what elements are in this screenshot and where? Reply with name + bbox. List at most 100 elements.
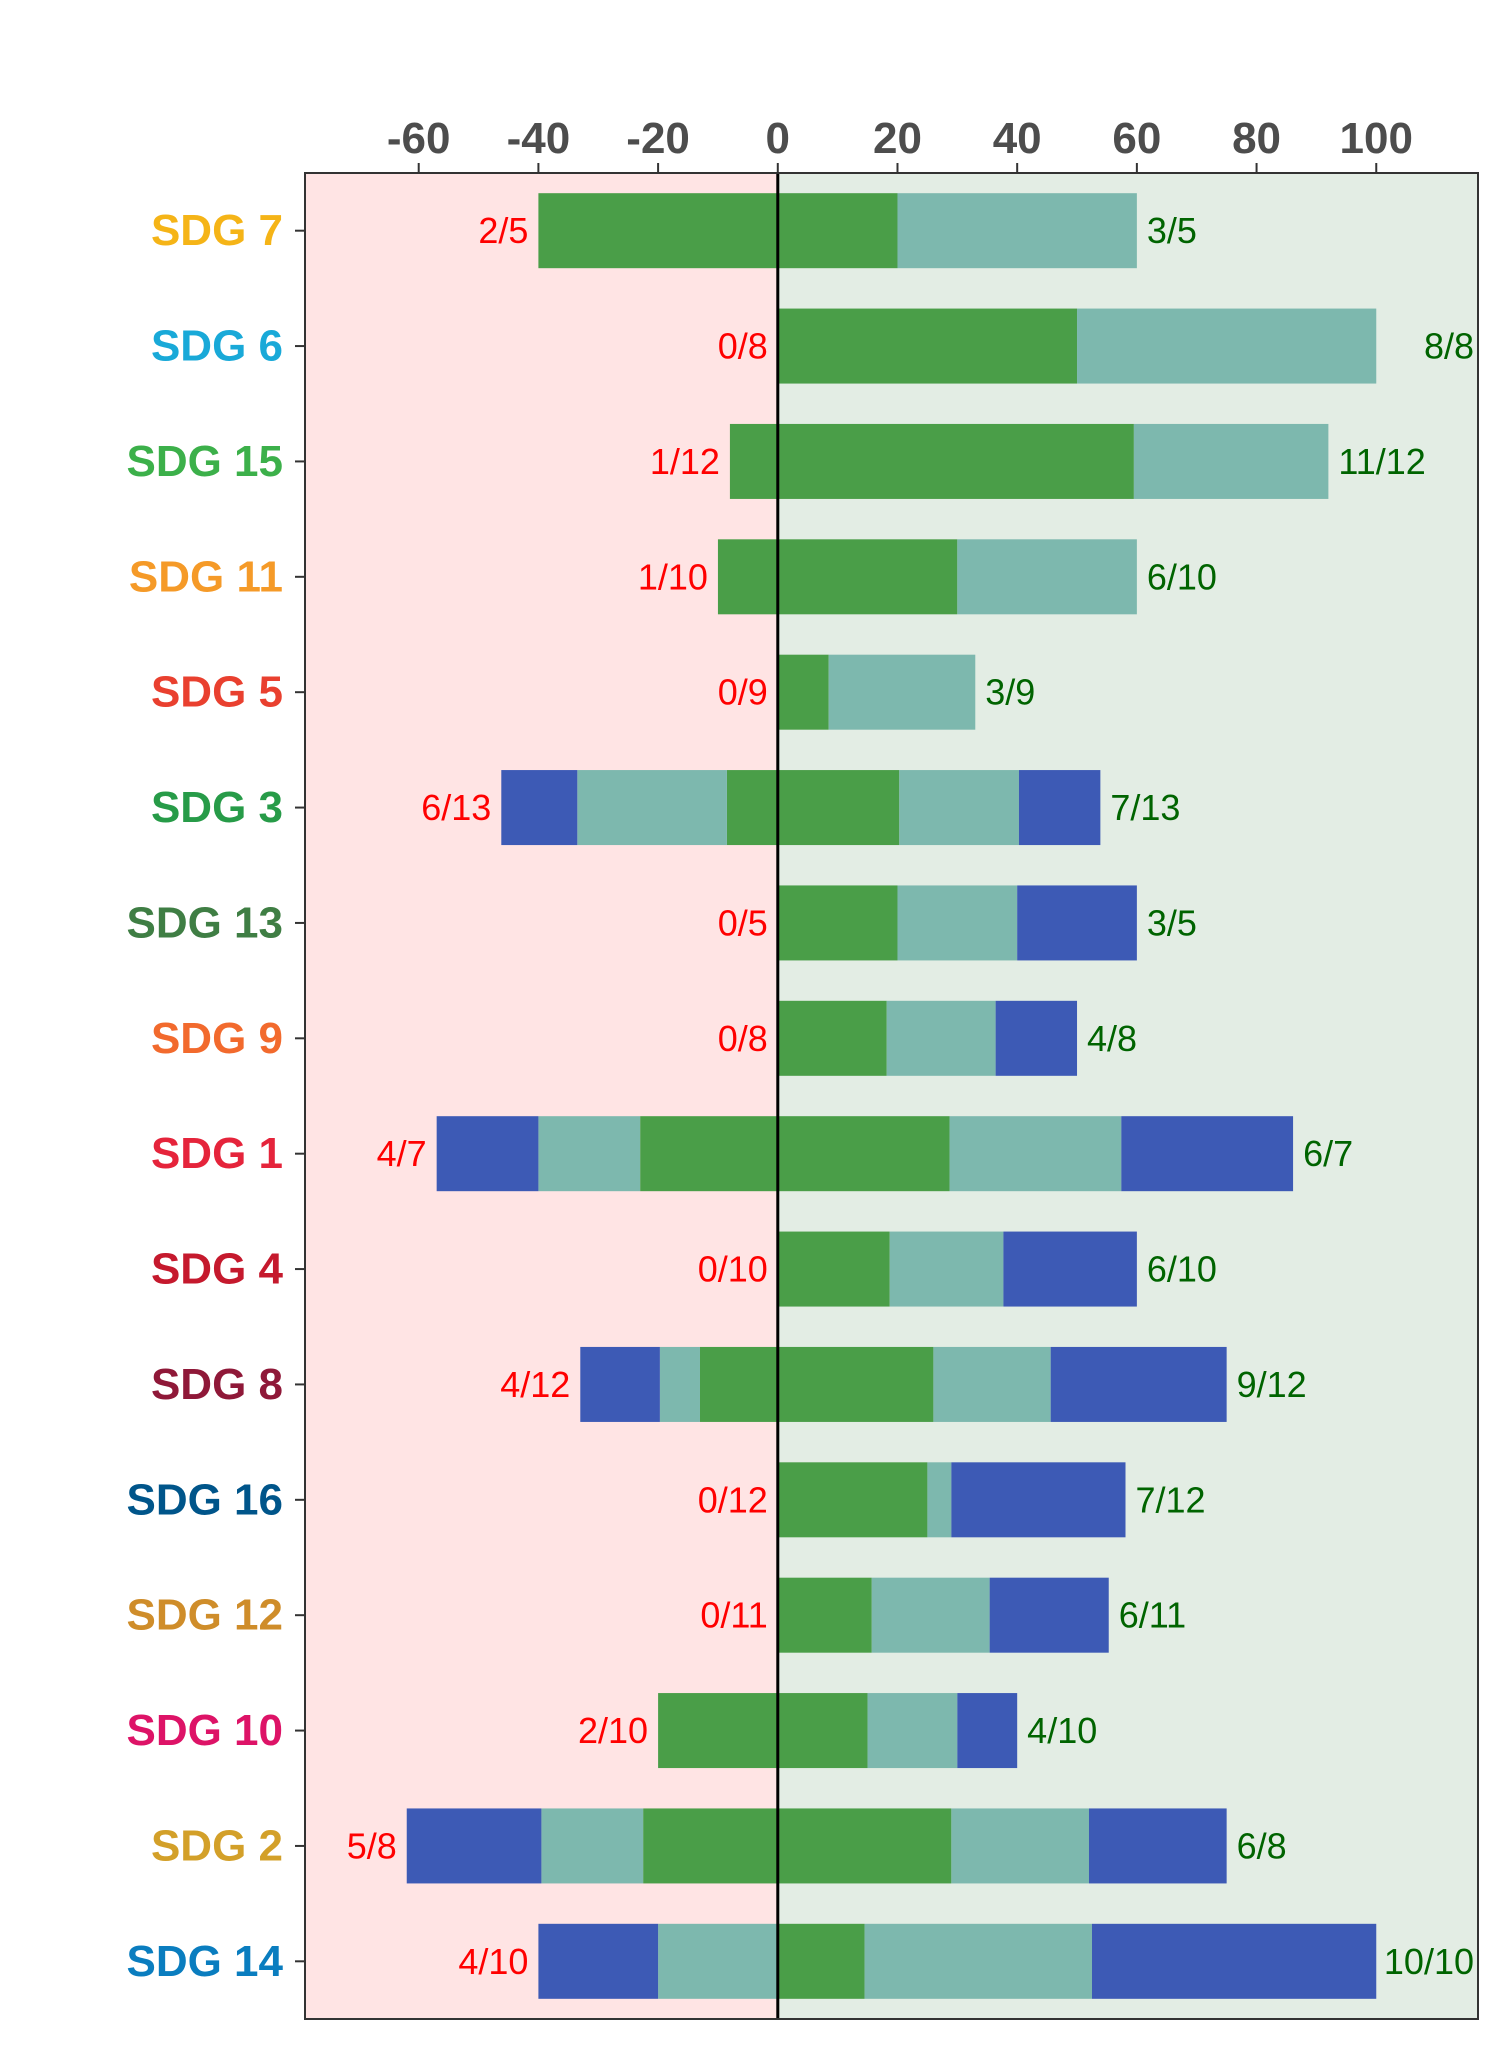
negative-count-label: 2/10 bbox=[578, 1710, 648, 1751]
x-axis: -60 -40 -20 0 20 40 60 80 100 bbox=[387, 114, 1413, 173]
y-tick-label: SDG 12 bbox=[126, 1591, 283, 1640]
bar-positive bbox=[889, 1231, 1004, 1307]
negative-count-label: 0/11 bbox=[700, 1595, 767, 1636]
bar-negative bbox=[406, 1808, 542, 1884]
bar-positive bbox=[949, 1116, 1122, 1192]
bar-positive bbox=[957, 1693, 1018, 1769]
positive-count-label: 11/12 bbox=[1338, 441, 1425, 482]
data-label-layer: 2/5 3/5 0/8 8/8 1/12 11/12 1/10 6/10 0/9 3/9 6/13 7… bbox=[347, 210, 1474, 1982]
negative-count-label: 0/8 bbox=[718, 1018, 768, 1059]
y-tick-label: SDG 14 bbox=[126, 1937, 283, 1986]
y-tick-label: SDG 13 bbox=[126, 898, 283, 947]
y-tick-label: SDG 4 bbox=[151, 1245, 284, 1294]
bar-positive bbox=[777, 308, 1078, 384]
bar-negative bbox=[658, 1693, 778, 1769]
negative-count-label: 1/12 bbox=[650, 441, 720, 482]
y-tick-label: SDG 3 bbox=[151, 783, 283, 832]
positive-count-label: 6/10 bbox=[1147, 1249, 1217, 1290]
positive-count-label: 3/5 bbox=[1147, 902, 1197, 943]
bar-positive bbox=[995, 1000, 1078, 1076]
x-tick-label: -20 bbox=[626, 114, 690, 163]
bar-positive bbox=[1121, 1116, 1294, 1192]
bar-negative bbox=[659, 1346, 700, 1422]
bar-positive bbox=[951, 1808, 1089, 1884]
bar-positive bbox=[777, 423, 1134, 499]
bar-positive bbox=[957, 539, 1137, 615]
negative-count-label: 5/8 bbox=[347, 1825, 397, 1866]
bar-negative bbox=[436, 1116, 539, 1192]
positive-count-label: 7/13 bbox=[1110, 787, 1180, 828]
bar-positive bbox=[777, 1231, 890, 1307]
bar-positive bbox=[777, 539, 958, 615]
y-tick-label: SDG 1 bbox=[151, 1129, 283, 1178]
bar-positive bbox=[897, 885, 1018, 961]
bar-positive bbox=[777, 1693, 868, 1769]
y-axis: SDG 7 SDG 6 SDG 15 SDG 11 SDG 5 SDG 3 SDG 13 SD… bbox=[126, 206, 305, 1986]
negative-count-label: 4/7 bbox=[377, 1133, 427, 1174]
positive-count-label: 4/10 bbox=[1027, 1710, 1097, 1751]
negative-count-label: 4/12 bbox=[500, 1364, 570, 1405]
bar-positive bbox=[777, 770, 900, 846]
bar-negative bbox=[729, 423, 778, 499]
bar-positive bbox=[1088, 1808, 1227, 1884]
x-tick-label: 40 bbox=[993, 114, 1042, 163]
bar-positive bbox=[1018, 770, 1101, 846]
positive-count-label: 9/12 bbox=[1237, 1364, 1307, 1405]
bar-positive bbox=[1003, 1231, 1137, 1307]
negative-count-label: 0/9 bbox=[718, 672, 768, 713]
bar-negative bbox=[643, 1808, 778, 1884]
bar-negative bbox=[640, 1116, 778, 1192]
positive-count-label: 8/8 bbox=[1424, 326, 1474, 367]
bar-negative bbox=[658, 1923, 778, 1999]
y-tick-label: SDG 6 bbox=[151, 322, 283, 371]
negative-count-label: 0/8 bbox=[718, 326, 768, 367]
bar-positive bbox=[1091, 1923, 1377, 1999]
bar-negative bbox=[717, 539, 778, 615]
x-tick-label: 60 bbox=[1112, 114, 1161, 163]
y-tick-label: SDG 7 bbox=[151, 206, 283, 255]
negative-count-label: 0/12 bbox=[698, 1479, 768, 1520]
bar-positive bbox=[828, 654, 976, 730]
bar-positive bbox=[933, 1346, 1051, 1422]
bar-positive bbox=[864, 1923, 1092, 1999]
plot-frame bbox=[304, 172, 1479, 2020]
y-tick-label: SDG 9 bbox=[151, 1014, 283, 1063]
positive-count-label: 6/11 bbox=[1119, 1595, 1186, 1636]
bar-negative bbox=[541, 1808, 644, 1884]
bar-negative bbox=[501, 770, 578, 846]
bar-negative bbox=[580, 1346, 660, 1422]
bar-positive bbox=[897, 193, 1137, 269]
bar-positive bbox=[777, 885, 898, 961]
y-tick-label: SDG 8 bbox=[151, 1360, 283, 1409]
y-tick-label: SDG 15 bbox=[126, 437, 283, 486]
bar-positive bbox=[777, 1808, 952, 1884]
bar-positive bbox=[777, 1462, 928, 1538]
x-tick-label: 0 bbox=[766, 114, 790, 163]
bar-positive bbox=[777, 1116, 950, 1192]
bar-positive bbox=[886, 1000, 996, 1076]
bar-positive bbox=[777, 193, 898, 269]
bar-positive bbox=[951, 1462, 1126, 1538]
y-tick-label: SDG 2 bbox=[151, 1821, 283, 1870]
bar-positive bbox=[777, 654, 829, 730]
bar-positive bbox=[777, 1000, 887, 1076]
negative-count-label: 0/10 bbox=[698, 1249, 768, 1290]
bar-positive bbox=[927, 1462, 952, 1538]
bar-positive bbox=[1050, 1346, 1227, 1422]
y-tick-label: SDG 10 bbox=[126, 1706, 283, 1755]
negative-count-label: 4/10 bbox=[458, 1941, 528, 1982]
bar-positive bbox=[777, 1346, 934, 1422]
bar-positive bbox=[1077, 308, 1377, 384]
bar-negative bbox=[538, 193, 778, 269]
bar-negative bbox=[726, 770, 778, 846]
bar-positive bbox=[989, 1577, 1109, 1653]
negative-count-label: 0/5 bbox=[718, 902, 768, 943]
x-tick-label: -60 bbox=[387, 114, 451, 163]
positive-count-label: 3/9 bbox=[985, 672, 1035, 713]
positive-count-label: 7/12 bbox=[1136, 1479, 1206, 1520]
bar-positive bbox=[777, 1577, 872, 1653]
bar-positive bbox=[867, 1693, 958, 1769]
bar-positive bbox=[1133, 423, 1329, 499]
